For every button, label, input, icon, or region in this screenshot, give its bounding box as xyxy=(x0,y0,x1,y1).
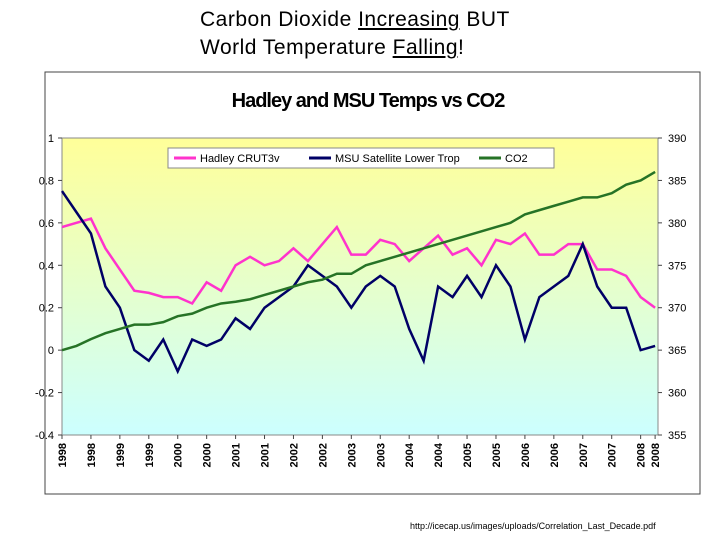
legend-label: CO2 xyxy=(505,153,528,165)
legend-label: Hadley CRUT3v xyxy=(200,153,280,165)
x-tick-label: 1999 xyxy=(115,443,127,467)
chart-title: Hadley and MSU Temps vs CO2 xyxy=(232,90,506,112)
y2-tick-label: 355 xyxy=(668,430,686,442)
source: http://icecap.us/images/uploads/Correlat… xyxy=(410,521,656,531)
x-tick-label: 2001 xyxy=(231,443,243,467)
x-tick-label: 2006 xyxy=(549,443,561,467)
x-tick-label: 2008 xyxy=(636,443,648,467)
x-tick-label: 2005 xyxy=(462,443,474,467)
x-tick-label: 2001 xyxy=(260,443,272,467)
y-tick-label: 0 xyxy=(48,345,54,357)
x-tick-label: 2008 xyxy=(650,443,662,467)
x-tick-label: 2002 xyxy=(288,443,300,467)
y2-tick-label: 375 xyxy=(668,260,686,272)
y-tick-label: 0.2 xyxy=(39,303,54,315)
title-line: Carbon Dioxide Increasing BUT xyxy=(200,6,510,34)
x-tick-label: 2000 xyxy=(202,443,214,467)
y-tick-label: -0.4 xyxy=(35,430,54,442)
series-line xyxy=(61,217,656,309)
series-line xyxy=(61,170,656,352)
x-tick-label: 2004 xyxy=(404,442,416,467)
legend-label: MSU Satellite Lower Trop xyxy=(335,153,460,165)
y-tick-label: -0.2 xyxy=(35,388,54,400)
x-tick-label: 2000 xyxy=(173,443,185,467)
x-tick-label: 1998 xyxy=(57,443,69,467)
title-segment: ! xyxy=(458,36,465,59)
x-tick-label: 2004 xyxy=(433,442,445,467)
x-tick-label: 2002 xyxy=(317,443,329,467)
y2-tick-label: 380 xyxy=(668,218,686,230)
x-tick-label: 1999 xyxy=(144,443,156,467)
slide-title: Carbon Dioxide Increasing BUT World Tempe… xyxy=(200,6,510,62)
title-segment: Falling xyxy=(392,36,459,59)
y2-tick-label: 365 xyxy=(668,345,686,357)
y2-tick-label: 385 xyxy=(668,175,686,187)
y-tick-label: 1 xyxy=(48,133,54,145)
x-tick-label: 2007 xyxy=(578,443,590,467)
x-tick-label: 2006 xyxy=(520,443,532,467)
y2-tick-label: 360 xyxy=(668,388,686,400)
y2-tick-label: 370 xyxy=(668,303,686,315)
y-tick-label: 0.4 xyxy=(39,260,54,272)
plot-area xyxy=(61,137,659,436)
title-segment: BUT xyxy=(459,8,510,31)
title-segment: Increasing xyxy=(358,8,460,31)
x-tick-label: 2005 xyxy=(491,443,503,467)
y-tick-label: 0.8 xyxy=(39,175,54,187)
title-line: World Temperature Falling! xyxy=(200,34,510,62)
title-segment: Carbon Dioxide xyxy=(200,8,359,31)
y2-tick-label: 390 xyxy=(668,133,686,145)
legend-box xyxy=(167,147,555,169)
x-tick-label: 2007 xyxy=(607,443,619,467)
x-tick-label: 2003 xyxy=(346,443,358,467)
y-tick-label: 0.6 xyxy=(39,218,54,230)
series-line xyxy=(60,190,656,375)
x-tick-label: 1998 xyxy=(86,443,98,467)
x-tick-label: 2003 xyxy=(375,443,387,467)
title-segment: World Temperature xyxy=(200,36,393,59)
